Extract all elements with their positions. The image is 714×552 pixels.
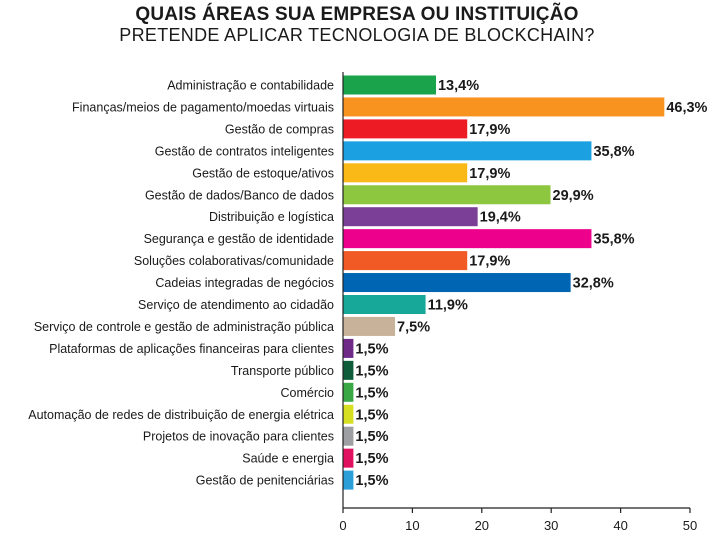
value-label: 1,5% <box>355 429 388 445</box>
bar <box>343 338 354 358</box>
value-label: 1,5% <box>355 363 388 379</box>
x-tick-label: 10 <box>405 518 419 533</box>
bar <box>343 382 354 402</box>
category-label: Saúde e energia <box>242 452 334 466</box>
value-label: 32,8% <box>573 276 614 292</box>
bar <box>343 229 592 249</box>
x-tick-label: 0 <box>339 518 346 533</box>
x-tick-label: 40 <box>613 518 627 533</box>
category-label: Administração e contabilidade <box>167 79 334 93</box>
value-label: 1,5% <box>355 451 388 467</box>
value-label: 19,4% <box>480 210 521 226</box>
value-label: 1,5% <box>355 385 388 401</box>
category-label: Serviço de controle e gestão de administ… <box>34 320 334 334</box>
value-label: 17,9% <box>469 166 510 182</box>
bar <box>343 185 551 205</box>
bar <box>343 295 426 314</box>
bar <box>343 426 354 446</box>
category-label: Gestão de dados/Banco de dados <box>145 188 334 202</box>
value-label: 35,8% <box>593 232 634 248</box>
category-label: Transporte público <box>231 364 334 378</box>
bar <box>343 75 436 95</box>
x-tick-label: 30 <box>544 518 558 533</box>
value-label: 1,5% <box>355 473 388 489</box>
value-label: 46,3% <box>666 100 707 116</box>
value-label: 11,9% <box>428 298 468 314</box>
bar <box>343 360 354 380</box>
category-label: Distribuição e logística <box>209 210 334 224</box>
category-label: Soluções colaborativas/comunidade <box>134 254 334 268</box>
category-label: Gestão de contratos inteligentes <box>155 144 334 158</box>
bar <box>343 470 354 490</box>
value-label: 17,9% <box>469 254 510 270</box>
category-label: Gestão de compras <box>225 122 334 136</box>
x-tick-label: 50 <box>683 518 697 533</box>
value-label: 29,9% <box>553 188 594 204</box>
bar <box>343 97 665 117</box>
category-label: Segurança e gestão de identidade <box>144 232 334 246</box>
category-label: Projetos de inovação para clientes <box>143 430 334 444</box>
category-label: Gestão de penitenciárias <box>196 474 334 488</box>
chart-title: QUAIS ÁREAS SUA EMPRESA OU INSTITUIÇÃO <box>135 4 579 25</box>
bar <box>343 119 468 139</box>
chart-subtitle: PRETENDE APLICAR TECNOLOGIA DE BLOCKCHAI… <box>119 25 595 45</box>
category-label: Serviço de atendimento ao cidadão <box>138 298 334 312</box>
bar <box>343 207 478 227</box>
bar <box>343 273 571 293</box>
bar <box>343 141 592 161</box>
category-label: Finanças/meios de pagamento/moedas virtu… <box>72 100 334 114</box>
category-label: Cadeias integradas de negócios <box>155 276 334 290</box>
bar <box>343 448 354 468</box>
value-label: 7,5% <box>397 319 430 335</box>
bar <box>343 163 468 183</box>
bar <box>343 316 396 336</box>
value-label: 1,5% <box>355 341 388 357</box>
value-label: 13,4% <box>438 78 479 94</box>
category-label: Plataformas de aplicações financeiras pa… <box>49 342 334 356</box>
category-label: Automação de redes de distribuição de en… <box>28 408 334 422</box>
value-label: 17,9% <box>469 122 510 138</box>
bar <box>343 404 354 424</box>
x-tick-label: 20 <box>475 518 489 533</box>
value-label: 35,8% <box>593 144 634 160</box>
value-label: 1,5% <box>355 407 388 423</box>
category-label: Gestão de estoque/ativos <box>192 166 334 180</box>
bar <box>343 251 468 271</box>
category-label: Comércio <box>281 386 335 400</box>
